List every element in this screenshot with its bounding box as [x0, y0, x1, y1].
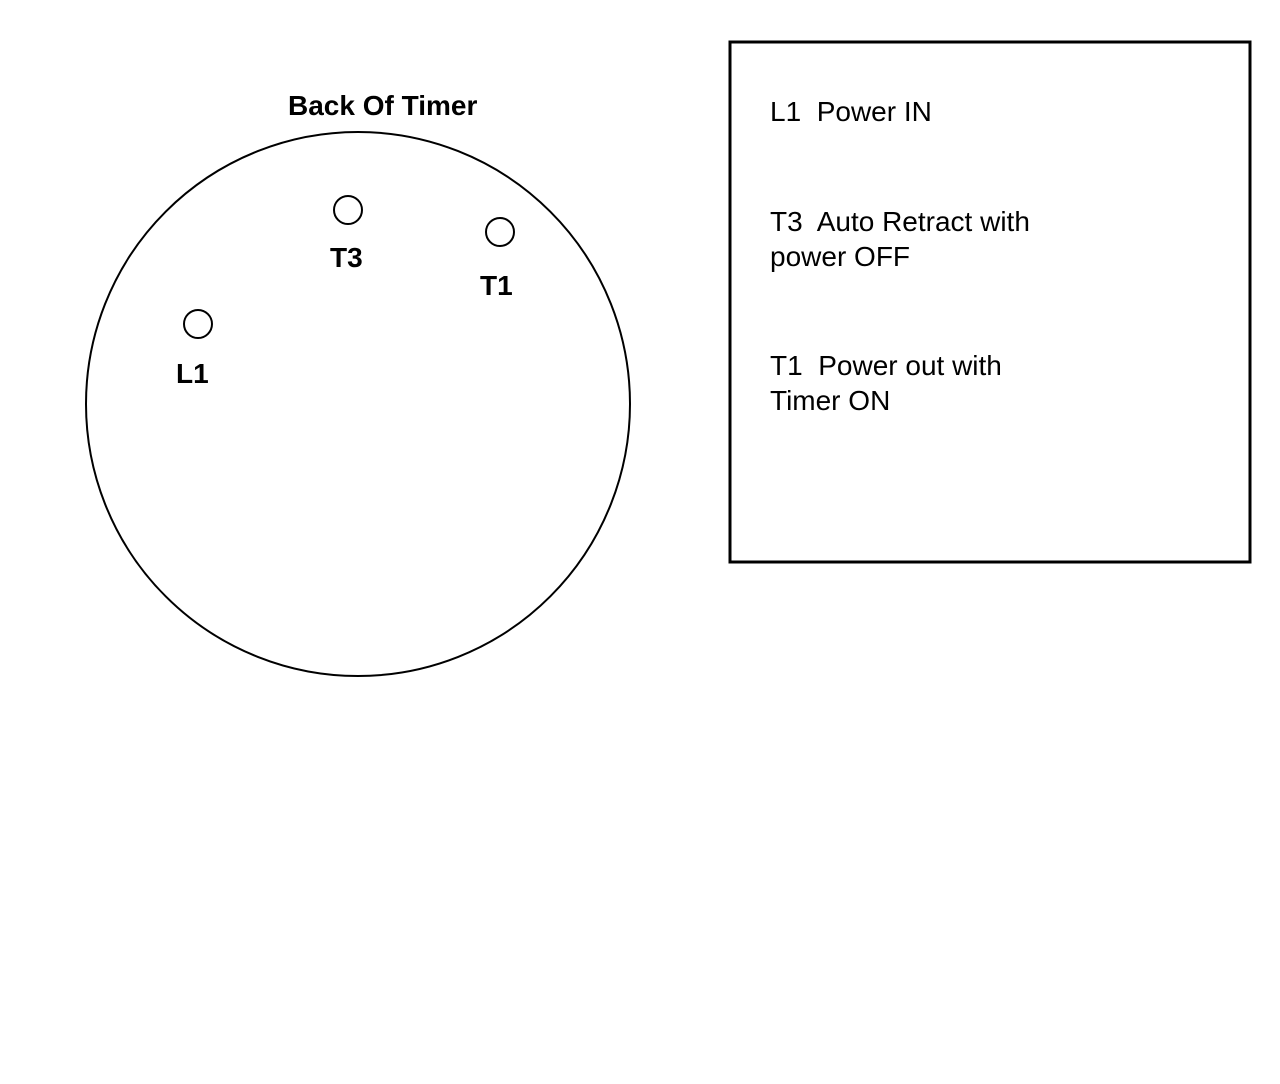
terminal-t3-label: T3 — [330, 240, 363, 275]
terminal-l1-dot — [184, 310, 212, 338]
legend-item-l1: L1 Power IN — [770, 94, 932, 129]
diagram-svg — [0, 0, 1280, 1084]
terminal-t1-dot — [486, 218, 514, 246]
terminal-t1-label: T1 — [480, 268, 513, 303]
terminal-t3-dot — [334, 196, 362, 224]
legend-item-t1: T1 Power out with Timer ON — [770, 348, 1002, 418]
terminal-l1-label: L1 — [176, 356, 209, 391]
timer-circle — [86, 132, 630, 676]
legend-item-t3: T3 Auto Retract with power OFF — [770, 204, 1030, 274]
diagram-title: Back Of Timer — [288, 88, 477, 123]
